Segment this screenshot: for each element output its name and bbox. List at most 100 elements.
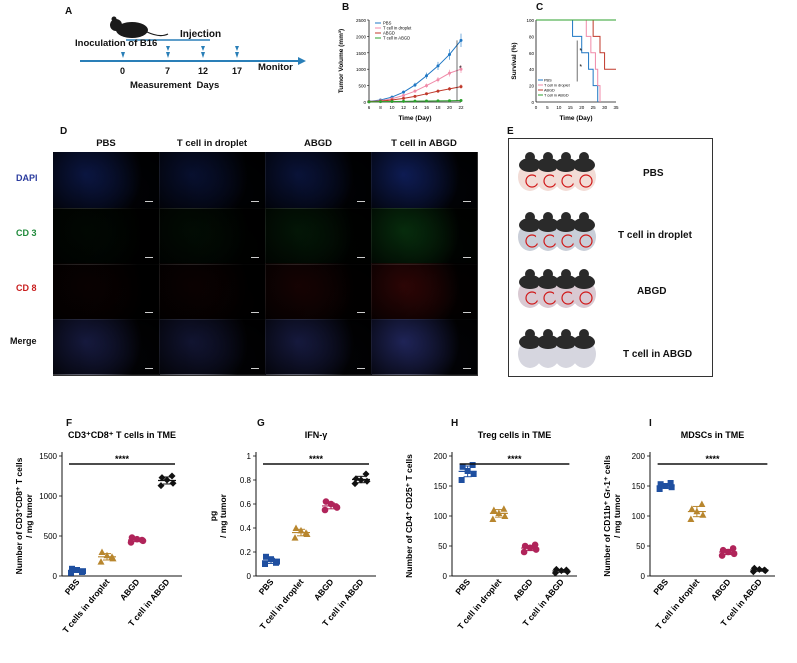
b-xtick-label: 8	[379, 105, 382, 110]
b-xtick-label: 6	[368, 105, 371, 110]
ytick-label: 1000	[39, 492, 57, 501]
microscopy-tile	[53, 152, 160, 209]
ytick-label: 150	[434, 482, 448, 491]
day-12: 12	[198, 66, 209, 76]
category-label: ABGD	[709, 577, 733, 603]
b-ytick-label: 2500	[356, 18, 367, 23]
b-xtick-label: 12	[401, 105, 407, 110]
monitor-label: Monitor	[258, 62, 293, 73]
data-point	[128, 534, 136, 541]
b-legend-label: PBS	[383, 21, 392, 26]
ytick-label: 0	[247, 572, 252, 581]
e-label-abgd: ABGD	[637, 286, 667, 297]
c-ytick-label: 0	[531, 100, 534, 105]
mouse-head	[561, 212, 571, 222]
data-point	[98, 548, 106, 555]
data-point	[362, 470, 370, 478]
data-point	[755, 565, 763, 573]
day-17: 17	[232, 66, 243, 76]
mouse-head	[525, 212, 535, 222]
c-ytick-label: 100	[526, 18, 534, 23]
data-point	[526, 544, 534, 552]
c-legend-label: PBS	[544, 79, 552, 83]
b-data-point	[448, 71, 451, 75]
data-point	[262, 561, 268, 567]
microscopy-tile	[371, 152, 478, 209]
chart-title: CD3⁺CD8⁺ T cells in TME	[68, 430, 176, 440]
b-xtick-label: 14	[412, 105, 418, 110]
data-point	[698, 500, 706, 507]
microscopy-tile	[53, 207, 160, 265]
data-point	[297, 526, 305, 534]
b-data-point	[459, 67, 463, 71]
mouse-head	[543, 152, 553, 162]
significance-stars: ****	[115, 454, 130, 464]
microscopy-tile	[159, 318, 266, 376]
b-xtick-label: 22	[458, 105, 464, 110]
data-point	[263, 553, 269, 560]
b-data-point	[413, 89, 417, 93]
b-data-point	[390, 100, 394, 104]
scale-bar	[463, 367, 471, 369]
ylabel: / mg tumor	[612, 493, 622, 538]
data-point	[687, 515, 695, 522]
b-data-point	[436, 89, 440, 93]
microscopy-tile	[53, 318, 160, 376]
ylabel: / mg tumor	[218, 493, 228, 538]
data-point	[750, 564, 758, 572]
b-ytick-label: 1500	[356, 51, 367, 56]
data-point	[749, 568, 757, 576]
data-point	[719, 546, 727, 554]
b-data-point	[402, 90, 405, 94]
microscopy-tile	[159, 263, 266, 320]
d-row-dapi: DAPI	[16, 173, 38, 183]
scale-bar	[357, 201, 365, 202]
data-point	[357, 476, 365, 484]
data-point	[693, 507, 701, 515]
ytick-label: 0	[641, 572, 646, 581]
survival-chart: 0 20 40 60 80 100 0 5 10 15 20 25 30 35 Time (Day) Surv…	[511, 18, 619, 122]
scale-bar	[145, 256, 153, 258]
c-legend-label: ABGD	[544, 89, 555, 93]
ytick-label: 0.6	[240, 500, 252, 509]
data-point	[730, 550, 738, 558]
microscopy-tile	[371, 263, 478, 320]
data-point	[138, 536, 146, 544]
scale-bar	[251, 201, 259, 202]
mouse-back	[519, 275, 541, 289]
b-data-point	[413, 94, 417, 98]
data-point	[458, 477, 465, 483]
b-legend-label: T cell in droplet	[383, 26, 412, 31]
data-point	[163, 476, 171, 484]
ylabel: Number of CD4⁺ CD25⁺ T cells	[404, 454, 414, 578]
panel-g-letter: G	[257, 418, 265, 429]
panel-a-letter: A	[65, 6, 73, 17]
scale-bar	[251, 312, 259, 313]
data-point	[656, 486, 663, 492]
data-point	[97, 558, 105, 565]
c-xtick-label: 5	[546, 105, 549, 110]
data-point	[657, 481, 664, 488]
injection-label: Injection	[180, 29, 222, 40]
data-point	[552, 565, 560, 573]
panel-e-letter: E	[507, 126, 514, 137]
b-data-point	[425, 74, 428, 78]
data-point	[291, 534, 299, 541]
ytick-label: 500	[44, 532, 58, 541]
category-label: PBS	[651, 577, 670, 597]
b-data-point	[402, 93, 405, 97]
data-point	[74, 567, 80, 573]
b-xlabel: Time (Day)	[398, 115, 431, 122]
data-point	[108, 553, 116, 560]
scale-bar	[357, 367, 365, 369]
ytick-label: 100	[632, 512, 646, 521]
d-col-droplet: T cell in droplet	[176, 138, 248, 149]
data-point	[352, 475, 360, 483]
mouse-back	[573, 218, 595, 232]
mouse-back	[519, 158, 541, 172]
category-label: ABGD	[511, 577, 535, 603]
category-label: ABGD	[118, 577, 142, 603]
data-point	[168, 472, 176, 480]
day-7: 7	[165, 66, 171, 76]
microscopy-tile	[265, 318, 372, 376]
